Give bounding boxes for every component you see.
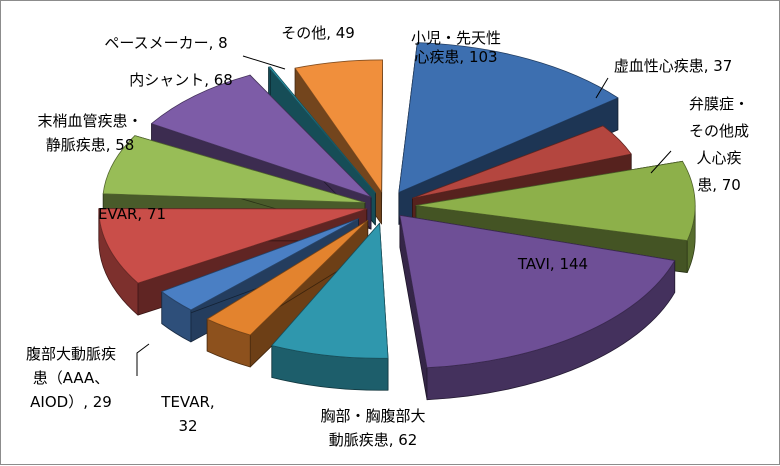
data-label-9: 内シャント, 68 [129, 71, 233, 89]
data-label-6: 腹部大動脈疾患（AAA、 AIOD）, 29 [26, 345, 116, 411]
leader-line-1 [595, 77, 609, 99]
data-label-7: EVAR, 71 [98, 205, 166, 223]
data-label-3: TAVI, 144 [517, 255, 588, 273]
data-label-4: 胸部・胸腹部大動脈疾患, 62 [320, 407, 425, 449]
data-label-11: その他, 49 [281, 24, 355, 42]
slice-top-7 [98, 208, 368, 284]
slice-top-6 [161, 218, 359, 311]
slice-top-11 [294, 59, 383, 193]
data-label-0: 小児・先天性心疾患, 103 [411, 29, 501, 66]
leader-line-6 [136, 343, 150, 376]
slice-top-9 [151, 74, 372, 198]
leader-line-2 [650, 150, 672, 174]
slice-top-10 [268, 66, 376, 194]
slice-tops [98, 42, 696, 369]
data-label-5: TEVAR, 32 [160, 393, 214, 435]
data-label-8: 末梢血管疾患・静脈疾患, 58 [37, 112, 142, 154]
slice-top-3 [399, 214, 676, 369]
leader-line-10 [242, 55, 286, 70]
data-label-1: 虚血性心疾患, 37 [614, 57, 733, 75]
leader-lines [136, 55, 672, 376]
data-label-10: ペースメーカー, 8 [104, 34, 227, 52]
slice-top-1 [412, 125, 632, 199]
slice-top-0 [398, 42, 619, 193]
data-label-2: 弁膜症・その他成人心疾患, 70 [689, 95, 749, 194]
slice-top-2 [415, 160, 696, 241]
slice-top-4 [271, 222, 389, 359]
slice-top-5 [206, 220, 369, 336]
data-labels: 小児・先天性心疾患, 103 虚血性心疾患, 37 弁膜症・その他成人心疾患, 70… [26, 24, 749, 449]
slice-top-8 [102, 135, 366, 204]
